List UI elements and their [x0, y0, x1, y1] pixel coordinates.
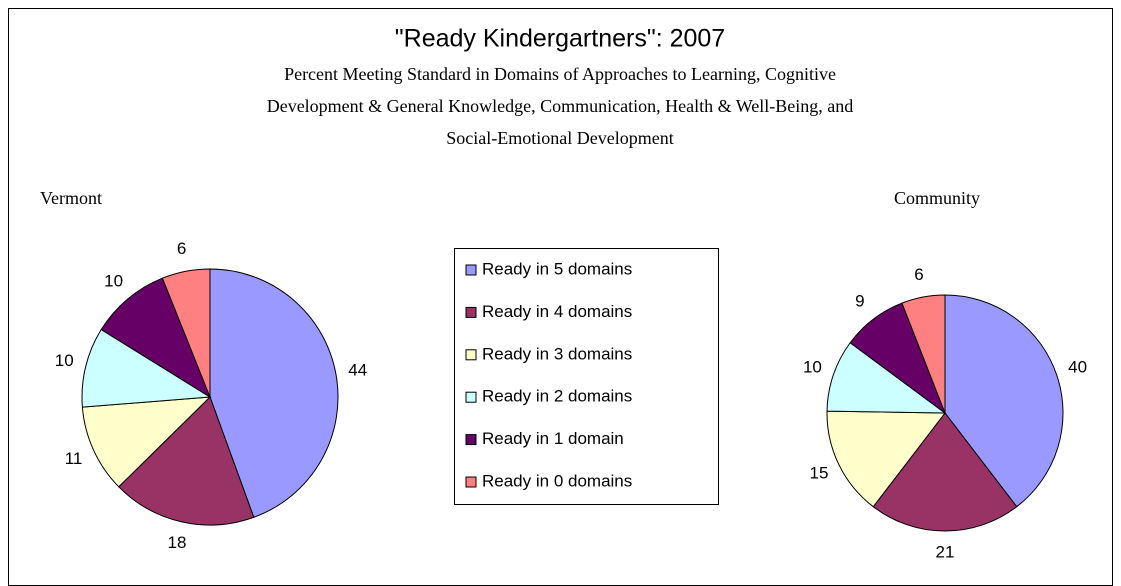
data-label: 10: [55, 351, 74, 370]
pie-slice: [81, 396, 212, 488]
pie-slice: [118, 396, 255, 526]
pie-slice: [872, 412, 1018, 532]
data-label: 6: [914, 265, 923, 284]
data-label: 10: [104, 272, 123, 291]
legend-label: Ready in 5 domains: [482, 259, 632, 278]
pie-name: Community: [894, 188, 980, 208]
data-label: 44: [348, 360, 367, 379]
data-label: 21: [936, 542, 955, 561]
pie-name: Vermont: [40, 188, 102, 208]
legend-swatch: [465, 306, 477, 318]
data-label: 18: [167, 533, 186, 552]
pie-slice: [209, 268, 339, 518]
pie-slice: [100, 277, 212, 399]
legend-label: Ready in 2 domains: [482, 387, 632, 406]
legend-swatch: [465, 349, 477, 361]
legend-label: Ready in 4 domains: [482, 302, 632, 321]
pie-slice: [826, 342, 947, 414]
data-label: 6: [177, 239, 186, 258]
legend-swatch: [465, 391, 477, 403]
chart-subtitle: Social-Emotional Development: [446, 128, 673, 148]
data-label: 15: [810, 464, 829, 483]
legend-swatch: [465, 264, 477, 276]
chart-subtitle: Development & General Knowledge, Communi…: [267, 96, 854, 116]
data-label: 40: [1068, 358, 1087, 377]
legend-label: Ready in 0 domains: [482, 471, 632, 490]
chart-title: "Ready Kindergartners": 2007: [395, 25, 725, 53]
pie-slice: [944, 294, 1064, 508]
chart-subtitle: Percent Meeting Standard in Domains of A…: [284, 64, 836, 84]
pie-slice: [901, 294, 946, 414]
legend-box: [454, 248, 719, 505]
pie-slice: [826, 410, 947, 508]
pie-slice: [161, 268, 211, 398]
pie-slice: [81, 328, 212, 408]
data-label: 10: [803, 358, 822, 377]
legend-label: Ready in 1 domain: [482, 429, 624, 448]
legend-swatch: [465, 434, 477, 446]
data-label: 11: [65, 449, 83, 468]
legend-swatch: [465, 476, 477, 488]
data-label: 9: [855, 291, 864, 310]
legend-label: Ready in 3 domains: [482, 344, 632, 363]
